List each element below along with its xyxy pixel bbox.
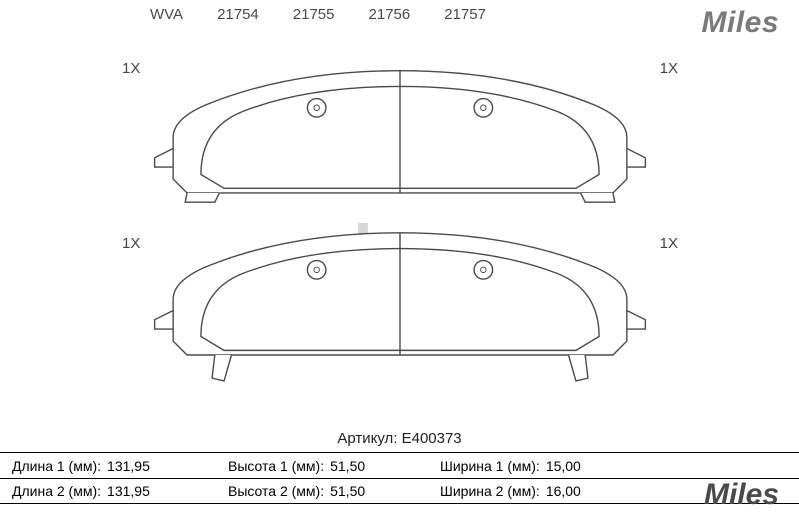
- spec-value: 51,50: [324, 483, 365, 499]
- spec-value: 131,95: [101, 483, 150, 499]
- wva-code: 21754: [217, 6, 259, 23]
- spec-table: Длина 1 (мм):131,95 Высота 1 (мм):51,50 …: [0, 452, 799, 504]
- wva-codes-row: WVA 21754 21755 21756 21757: [150, 6, 486, 23]
- spec-row: Длина 2 (мм):131,95 Высота 2 (мм):51,50 …: [0, 478, 799, 504]
- wva-code: 21755: [293, 6, 335, 23]
- spec-label: Длина 1 (мм):: [0, 458, 101, 474]
- spec-value: 131,95: [101, 458, 150, 474]
- spec-value: 16,00: [540, 483, 581, 499]
- annotation-1x: 1X: [660, 235, 678, 252]
- brake-pad-diagram: abcp 1X 1X 1X 1X: [150, 40, 650, 430]
- spec-value: 51,50: [324, 458, 365, 474]
- spec-label: Ширина 2 (мм):: [428, 483, 540, 499]
- annotation-1x: 1X: [122, 235, 140, 252]
- article-label: Артикул:: [337, 430, 397, 447]
- spec-row: Длина 1 (мм):131,95 Высота 1 (мм):51,50 …: [0, 452, 799, 478]
- annotation-1x: 1X: [122, 60, 140, 77]
- spec-label: Высота 2 (мм):: [216, 483, 324, 499]
- wva-code: 21757: [444, 6, 486, 23]
- wva-label: WVA: [150, 6, 183, 23]
- article-line: Артикул: E400373: [0, 430, 799, 447]
- spec-label: Ширина 1 (мм):: [428, 458, 540, 474]
- wva-code: 21756: [369, 6, 411, 23]
- article-value: E400373: [402, 430, 462, 447]
- spec-label: Высота 1 (мм):: [216, 458, 324, 474]
- brand-logo-top: Miles: [701, 6, 779, 40]
- spec-label: Длина 2 (мм):: [0, 483, 101, 499]
- brand-logo-bottom: Miles: [704, 478, 779, 512]
- brake-pad-svg: [150, 40, 650, 420]
- annotation-1x: 1X: [660, 60, 678, 77]
- spec-value: 15,00: [540, 458, 581, 474]
